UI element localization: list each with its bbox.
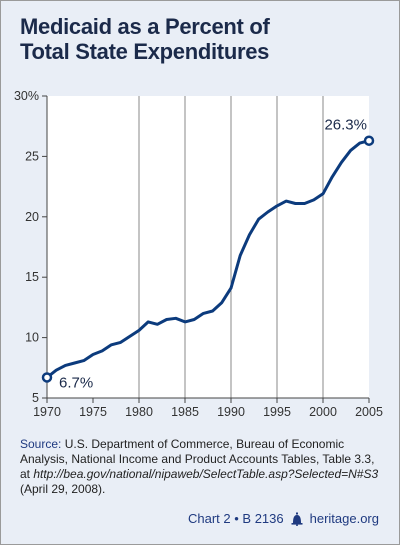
x-tick-label: 1995 — [263, 405, 291, 419]
y-tick-label: 5 — [32, 391, 39, 405]
x-tick-label: 1985 — [171, 405, 199, 419]
end-marker — [363, 135, 375, 146]
end-marker — [41, 372, 53, 383]
source-note: Source: U.S. Department of Commerce, Bur… — [20, 437, 385, 497]
source-url[interactable]: http://bea.gov/national/nipaweb/SelectTa… — [33, 467, 379, 481]
x-tick-label: 2000 — [309, 405, 337, 419]
footer: Chart 2 • B 2136 heritage.org — [188, 511, 379, 526]
y-tick-label: 15 — [25, 270, 39, 284]
liberty-bell-icon — [291, 512, 303, 526]
y-tick-label: 30% — [14, 89, 39, 103]
line-chart: 5 10 15 20 25 30% 1970 1975 1980 1985 1990 1995 200… — [14, 89, 383, 419]
end-markers: 6.7% 26.3% — [41, 117, 375, 391]
series-line — [45, 139, 371, 379]
x-ticks: 1970 1975 1980 1985 1990 1995 2000 2005 — [33, 398, 383, 419]
x-tick-label: 1975 — [79, 405, 107, 419]
chart-title: Medicaid as a Percent of Total State Exp… — [20, 14, 380, 64]
source-tail: (April 29, 2008). — [20, 482, 106, 496]
source-label: Source: — [20, 437, 62, 451]
x-tick-label: 2005 — [355, 405, 383, 419]
source-text: U.S. Department of Commerce, Bureau of E… — [20, 437, 375, 481]
gridlines — [138, 96, 324, 398]
y-tick-label: 10 — [25, 331, 39, 345]
chart-id: Chart 2 • B 2136 — [188, 511, 284, 526]
y-tick-label: 20 — [25, 210, 39, 224]
x-tick-label: 1970 — [33, 405, 61, 419]
plot-area — [47, 96, 369, 398]
chart-title-line-2: Total State Expenditures — [20, 39, 270, 64]
site-link[interactable]: heritage.org — [309, 511, 379, 526]
x-tick-label: 1990 — [217, 405, 245, 419]
data-label: 26.3% — [324, 117, 367, 134]
data-label: 6.7% — [59, 374, 93, 391]
chart-title-line-1: Medicaid as a Percent of — [20, 14, 270, 39]
y-ticks: 5 10 15 20 25 30% — [14, 89, 47, 405]
x-tick-label: 1980 — [125, 405, 153, 419]
y-tick-label: 25 — [25, 149, 39, 163]
